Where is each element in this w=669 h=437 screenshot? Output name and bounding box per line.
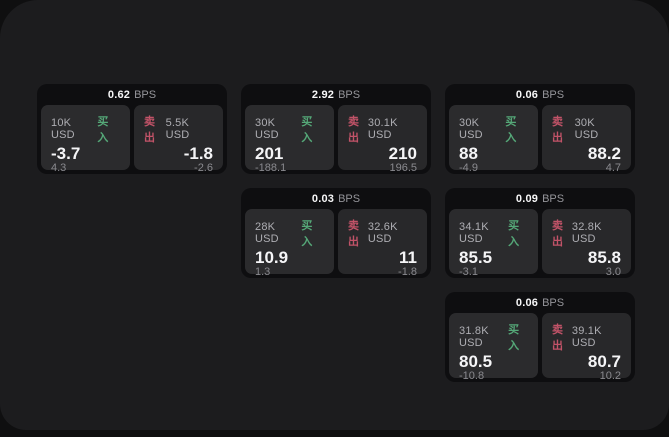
buy-quote-tile[interactable]: 30K USD 买入 201 -188.1	[245, 105, 334, 174]
buy-amount: 31.8K USD	[459, 325, 489, 349]
bps-unit-label: BPS	[338, 88, 361, 101]
quote-card-3: 0.06 BPS 30K USD 买入 88 -4.9 卖出 30K USD 8…	[445, 84, 635, 174]
buy-amount: 30K USD	[255, 117, 279, 141]
sell-amount: 39.1K USD	[571, 325, 602, 349]
bps-value: 0.06	[515, 88, 539, 101]
sell-price: 11	[399, 248, 417, 267]
sell-delta: 196.5	[389, 162, 417, 174]
bps-header: 2.92 BPS	[241, 84, 431, 105]
sell-amount: 30K USD	[574, 117, 599, 141]
sell-delta: -2.6	[194, 162, 213, 174]
sell-delta: 10.2	[599, 370, 621, 382]
bps-header: 0.06 BPS	[445, 84, 635, 105]
buy-delta: -10.8	[459, 370, 485, 382]
sell-amount: 32.8K USD	[571, 221, 602, 245]
bps-value: 0.09	[515, 192, 539, 205]
sell-quote-tile[interactable]: 卖出 30.1K USD 210 196.5	[338, 105, 427, 174]
sell-amount: 30.1K USD	[367, 117, 398, 141]
quote-card-5: 0.09 BPS 34.1K USD 买入 85.5 -3.1 卖出 32.8K…	[445, 188, 635, 278]
bps-unit-label: BPS	[134, 88, 157, 101]
sell-amount: 5.5K USD	[165, 117, 190, 141]
buy-quote-tile[interactable]: 28K USD 买入 10.9 1.3	[245, 209, 334, 278]
quote-card-2: 2.92 BPS 30K USD 买入 201 -188.1 卖出 30.1K …	[241, 84, 431, 174]
buy-side-label: 买入	[301, 220, 313, 248]
sell-side-label: 卖出	[552, 324, 564, 352]
buy-side-label: 买入	[505, 116, 517, 144]
quote-card-1: 0.62 BPS 10K USD 买入 -3.7 4.3 卖出 5.5K USD…	[37, 84, 227, 174]
sell-side-label: 卖出	[348, 220, 360, 248]
bps-value: 0.06	[515, 296, 539, 309]
buy-side-label: 买入	[508, 220, 520, 248]
sell-quote-tile[interactable]: 卖出 5.5K USD -1.8 -2.6	[134, 105, 223, 174]
sell-delta: 3.0	[605, 266, 621, 278]
sell-quote-tile[interactable]: 卖出 30K USD 88.2 4.7	[542, 105, 631, 174]
buy-price: 201	[255, 144, 284, 163]
bps-unit-label: BPS	[338, 192, 361, 205]
sell-delta: -1.8	[398, 266, 417, 278]
buy-side-label: 买入	[508, 324, 520, 352]
sell-price: 85.8	[587, 248, 621, 267]
bps-header: 0.62 BPS	[37, 84, 227, 105]
sell-side-label: 卖出	[552, 116, 564, 144]
buy-quote-tile[interactable]: 10K USD 买入 -3.7 4.3	[41, 105, 130, 174]
buy-amount: 10K USD	[51, 117, 75, 141]
buy-amount: 30K USD	[459, 117, 483, 141]
buy-delta: 4.3	[51, 162, 67, 174]
bps-value: 0.03	[311, 192, 335, 205]
buy-amount: 28K USD	[255, 221, 279, 245]
buy-delta: -4.9	[459, 162, 478, 174]
quote-card-4: 0.03 BPS 28K USD 买入 10.9 1.3 卖出 32.6K US…	[241, 188, 431, 278]
bps-header: 0.06 BPS	[445, 292, 635, 313]
buy-price: 80.5	[459, 352, 493, 371]
buy-quote-tile[interactable]: 31.8K USD 买入 80.5 -10.8	[449, 313, 538, 382]
sell-price: -1.8	[183, 144, 213, 163]
bps-unit-label: BPS	[542, 296, 565, 309]
buy-quote-tile[interactable]: 34.1K USD 买入 85.5 -3.1	[449, 209, 538, 278]
buy-price: -3.7	[51, 144, 81, 163]
quote-card-6: 0.06 BPS 31.8K USD 买入 80.5 -10.8 卖出 39.1…	[445, 292, 635, 382]
sell-price: 80.7	[587, 352, 621, 371]
buy-delta: -188.1	[255, 162, 287, 174]
bps-unit-label: BPS	[542, 192, 565, 205]
buy-delta: -3.1	[459, 266, 478, 278]
bps-header: 0.03 BPS	[241, 188, 431, 209]
bps-header: 0.09 BPS	[445, 188, 635, 209]
bps-unit-label: BPS	[542, 88, 565, 101]
sell-quote-tile[interactable]: 卖出 39.1K USD 80.7 10.2	[542, 313, 631, 382]
sell-quote-tile[interactable]: 卖出 32.8K USD 85.8 3.0	[542, 209, 631, 278]
buy-price: 88	[459, 144, 478, 163]
buy-price: 10.9	[255, 248, 289, 267]
bps-value: 2.92	[311, 88, 335, 101]
sell-side-label: 卖出	[348, 116, 360, 144]
sell-amount: 32.6K USD	[367, 221, 398, 245]
buy-side-label: 买入	[97, 116, 109, 144]
buy-side-label: 买入	[301, 116, 313, 144]
sell-price: 88.2	[587, 144, 621, 163]
buy-price: 85.5	[459, 248, 493, 267]
bps-value: 0.62	[107, 88, 131, 101]
buy-delta: 1.3	[255, 266, 271, 278]
sell-price: 210	[388, 144, 417, 163]
sell-quote-tile[interactable]: 卖出 32.6K USD 11 -1.8	[338, 209, 427, 278]
buy-amount: 34.1K USD	[459, 221, 489, 245]
sell-side-label: 卖出	[552, 220, 564, 248]
buy-quote-tile[interactable]: 30K USD 买入 88 -4.9	[449, 105, 538, 174]
sell-side-label: 卖出	[144, 116, 156, 144]
sell-delta: 4.7	[605, 162, 621, 174]
